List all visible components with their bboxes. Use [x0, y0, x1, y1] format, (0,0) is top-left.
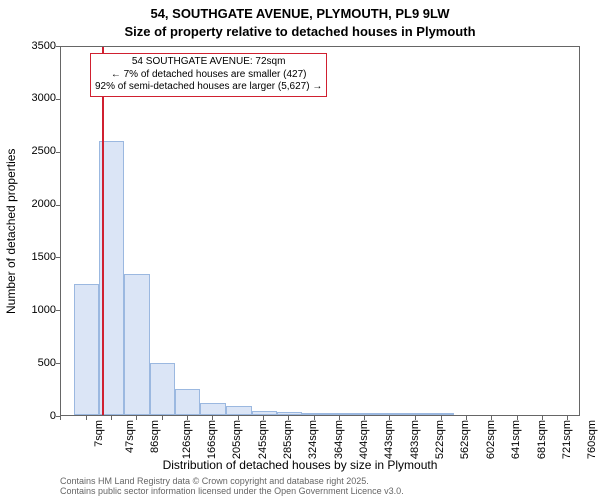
x-tick-mark — [389, 416, 390, 420]
x-tick-label: 86sqm — [149, 420, 161, 453]
y-tick-label: 2000 — [16, 198, 56, 210]
y-tick-mark — [56, 46, 60, 47]
callout-line3: 92% of semi-detached houses are larger (… — [95, 81, 322, 94]
histogram-bar — [124, 274, 150, 415]
histogram-bar — [74, 284, 100, 415]
x-tick-mark — [364, 416, 365, 420]
x-tick-label: 245sqm — [257, 420, 269, 459]
attribution-line1: Contains HM Land Registry data © Crown c… — [60, 476, 404, 486]
histogram-bar — [252, 411, 277, 415]
x-tick-mark — [567, 416, 568, 420]
histogram-bar — [302, 413, 327, 415]
x-tick-mark — [339, 416, 340, 420]
x-tick-mark — [466, 416, 467, 420]
x-tick-label: 562sqm — [460, 420, 472, 459]
x-tick-label: 205sqm — [231, 420, 243, 459]
chart-container: 54, SOUTHGATE AVENUE, PLYMOUTH, PL9 9LW … — [0, 0, 600, 500]
y-tick-mark — [56, 310, 60, 311]
x-tick-label: 641sqm — [510, 420, 522, 459]
histogram-bar — [277, 412, 303, 415]
x-axis-label: Distribution of detached houses by size … — [0, 458, 600, 472]
x-tick-label: 681sqm — [536, 420, 548, 459]
x-tick-label: 760sqm — [586, 420, 598, 459]
callout-box: 54 SOUTHGATE AVENUE: 72sqm ← 7% of detac… — [90, 53, 327, 97]
x-tick-mark — [263, 416, 264, 420]
x-tick-label: 483sqm — [409, 420, 421, 459]
histogram-bar — [327, 413, 353, 415]
y-tick-label: 500 — [16, 357, 56, 369]
y-tick-mark — [56, 363, 60, 364]
attribution-line2: Contains public sector information licen… — [60, 486, 404, 496]
x-tick-mark — [212, 416, 213, 420]
x-tick-mark — [111, 416, 112, 420]
x-tick-label: 721sqm — [561, 420, 573, 459]
reference-marker-line — [102, 47, 104, 415]
y-axis-label: Number of detached properties — [4, 148, 18, 313]
attribution: Contains HM Land Registry data © Crown c… — [60, 476, 404, 497]
x-tick-label: 404sqm — [359, 420, 371, 459]
y-tick-label: 1000 — [16, 304, 56, 316]
x-tick-mark — [60, 416, 61, 420]
x-tick-mark — [542, 416, 543, 420]
y-tick-mark — [56, 257, 60, 258]
x-tick-label: 522sqm — [434, 420, 446, 459]
x-tick-label: 7sqm — [92, 420, 104, 447]
x-tick-mark — [238, 416, 239, 420]
histogram-bar — [200, 403, 226, 415]
x-tick-mark — [288, 416, 289, 420]
x-tick-mark — [187, 416, 188, 420]
x-tick-mark — [162, 416, 163, 420]
x-tick-label: 443sqm — [384, 420, 396, 459]
y-tick-label: 1500 — [16, 251, 56, 263]
histogram-bar — [403, 413, 429, 415]
y-tick-mark — [56, 152, 60, 153]
x-tick-label: 47sqm — [124, 420, 136, 453]
histogram-bar — [429, 413, 455, 415]
histogram-bar — [378, 413, 403, 415]
x-tick-mark — [314, 416, 315, 420]
y-tick-mark — [56, 99, 60, 100]
histogram-bar — [150, 363, 176, 415]
chart-title-line1: 54, SOUTHGATE AVENUE, PLYMOUTH, PL9 9LW — [0, 6, 600, 21]
chart-title-line2: Size of property relative to detached ho… — [0, 24, 600, 39]
x-tick-mark — [86, 416, 87, 420]
y-tick-label: 3000 — [16, 92, 56, 104]
y-tick-label: 3500 — [16, 40, 56, 52]
x-tick-label: 364sqm — [333, 420, 345, 459]
x-tick-label: 324sqm — [307, 420, 319, 459]
x-tick-mark — [136, 416, 137, 420]
histogram-bar — [175, 389, 200, 415]
x-tick-mark — [491, 416, 492, 420]
x-tick-label: 602sqm — [485, 420, 497, 459]
plot-area — [60, 46, 580, 416]
x-tick-mark — [441, 416, 442, 420]
y-tick-label: 0 — [16, 410, 56, 422]
y-tick-mark — [56, 205, 60, 206]
histogram-bar — [353, 413, 379, 415]
x-tick-label: 126sqm — [181, 420, 193, 459]
histogram-bar — [226, 406, 252, 416]
callout-line1: 54 SOUTHGATE AVENUE: 72sqm — [95, 56, 322, 69]
x-tick-label: 166sqm — [206, 420, 218, 459]
x-tick-mark — [517, 416, 518, 420]
y-tick-label: 2500 — [16, 145, 56, 157]
x-tick-label: 285sqm — [282, 420, 294, 459]
callout-line2: ← 7% of detached houses are smaller (427… — [95, 69, 322, 82]
x-tick-mark — [415, 416, 416, 420]
